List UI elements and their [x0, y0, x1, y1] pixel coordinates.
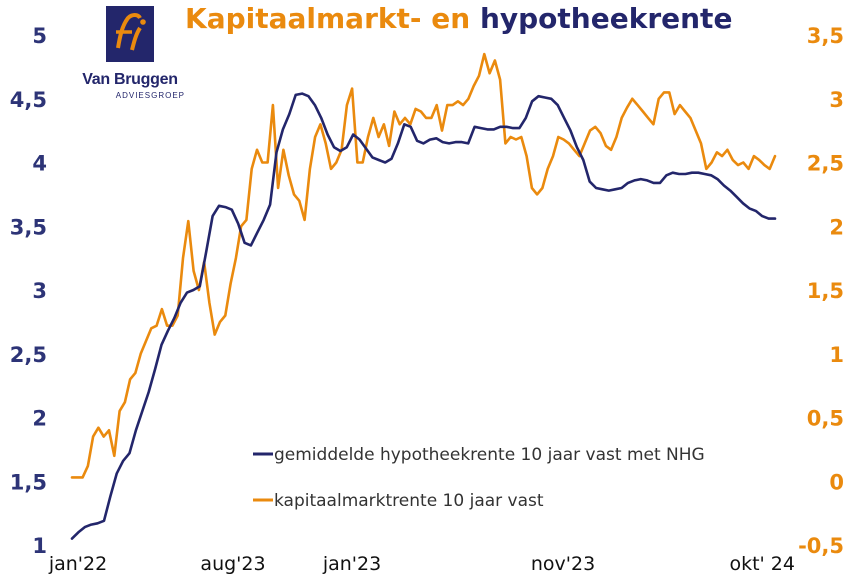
chart-title: Kapitaalmarkt- en hypotheekrente [185, 2, 732, 35]
x-axis-tick-label: jan'22 [48, 553, 107, 575]
right-axis-tick-label: 3 [829, 88, 844, 112]
left-axis-tick-label: 5 [32, 24, 47, 48]
x-axis-tick-label: okt' 24 [729, 553, 795, 575]
right-axis: -0,5 0 0,5 1 1,5 2 2,5 3 3,5 [798, 24, 844, 558]
logo-name: Van Bruggen [82, 71, 178, 88]
right-axis-tick-label: 0 [829, 470, 844, 494]
x-axis-tick-label: nov'23 [531, 553, 595, 575]
hypotheekrente-series-line [70, 92, 777, 540]
logo: Van Bruggen ADVIESGROEP [75, 6, 185, 100]
legend-label: kapitaalmarktrente 10 jaar vast [274, 491, 544, 511]
right-axis-tick-label: 1,5 [807, 279, 844, 303]
right-axis-tick-label: 3,5 [807, 24, 844, 48]
fi-monogram-icon [116, 13, 146, 51]
right-axis-tick-label: 1 [829, 343, 844, 367]
left-axis-tick-label: 4 [32, 152, 47, 176]
logo-mark [106, 6, 154, 62]
left-axis-tick-label: 3 [32, 279, 47, 303]
left-axis-tick-label: 1,5 [10, 470, 47, 494]
legend: gemiddelde hypotheekrente 10 jaar vast m… [253, 445, 705, 511]
right-axis-tick-label: 0,5 [807, 407, 844, 431]
chart-title-part1: Kapitaalmarkt- en [185, 2, 471, 35]
x-axis-tick-label: aug'23 [200, 553, 265, 575]
series-lines [70, 52, 777, 540]
left-axis-tick-label: 2 [32, 407, 47, 431]
left-axis-tick-label: 2,5 [10, 343, 47, 367]
logo-subtitle: ADVIESGROEP [115, 91, 185, 100]
left-axis-tick-label: 3,5 [10, 215, 47, 239]
right-axis-tick-label: 2 [829, 215, 844, 239]
legend-label: gemiddelde hypotheekrente 10 jaar vast m… [274, 445, 705, 465]
right-axis-tick-label: 2,5 [807, 152, 844, 176]
x-axis: jan'22 aug'23 jan'23 nov'23 okt' 24 [48, 553, 795, 575]
left-axis-tick-label: 1 [32, 534, 47, 558]
kapitaalmarktrente-series-line [70, 52, 777, 479]
left-axis-tick-label: 4,5 [10, 88, 47, 112]
chart-title-part2: hypotheekrente [479, 2, 733, 35]
x-axis-tick-label: jan'23 [322, 553, 381, 575]
left-axis: 1 1,5 2 2,5 3 3,5 4 4,5 5 [10, 24, 47, 558]
right-axis-tick-label: -0,5 [798, 534, 844, 558]
